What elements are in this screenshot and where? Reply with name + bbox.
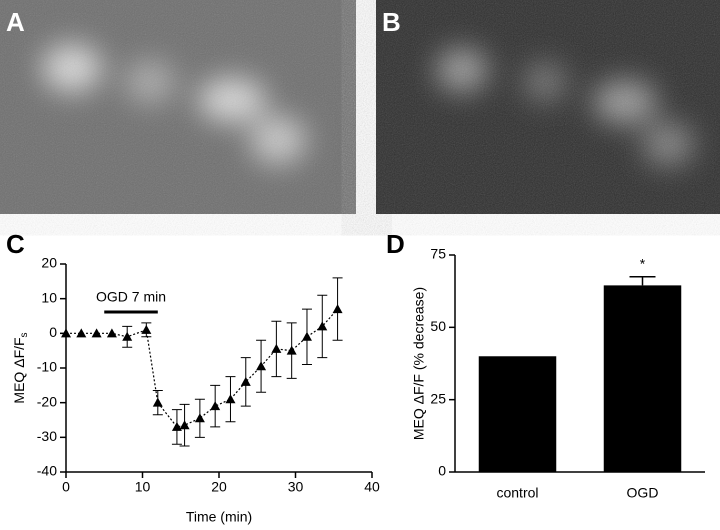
y-tick-label: 75 bbox=[430, 246, 446, 262]
y-tick-label: -30 bbox=[37, 428, 57, 444]
x-tick-label: control bbox=[496, 485, 538, 501]
marker bbox=[141, 324, 152, 334]
image-a bbox=[0, 0, 356, 214]
x-tick-label: 30 bbox=[288, 479, 304, 495]
marker bbox=[106, 328, 117, 338]
x-tick-label: OGD bbox=[627, 485, 659, 501]
marker bbox=[179, 420, 190, 430]
panel-label: A bbox=[6, 7, 25, 37]
y-tick-label: 25 bbox=[430, 390, 446, 406]
line bbox=[66, 308, 339, 428]
marker bbox=[301, 331, 312, 341]
y-axis-label-text: MEQ ΔF/F bbox=[11, 337, 27, 403]
bar bbox=[478, 356, 557, 472]
bar bbox=[603, 285, 682, 472]
y-tick-label: 50 bbox=[430, 318, 446, 334]
marker bbox=[210, 401, 221, 411]
x-tick-label: 40 bbox=[364, 479, 380, 495]
image-b bbox=[376, 0, 720, 214]
x-tick-label: 10 bbox=[135, 479, 151, 495]
marker bbox=[317, 321, 328, 331]
marker bbox=[152, 397, 163, 407]
marker bbox=[286, 345, 297, 355]
y-tick-label: -10 bbox=[37, 359, 57, 375]
y-axis-label: MEQ ΔF/F (% decrease) bbox=[411, 287, 427, 440]
y-axis-label-subscript: s bbox=[19, 332, 30, 337]
significance-label: * bbox=[640, 255, 646, 271]
marker bbox=[240, 376, 251, 386]
y-tick-label: -20 bbox=[37, 393, 57, 409]
marker bbox=[225, 394, 236, 404]
marker bbox=[332, 304, 343, 314]
panel-label: B bbox=[382, 7, 401, 37]
y-tick-label: -40 bbox=[37, 463, 57, 479]
y-tick-label: 10 bbox=[41, 289, 57, 305]
marker bbox=[61, 328, 71, 338]
y-axis-label: MEQ ΔF/Fs bbox=[11, 332, 30, 403]
x-tick-label: 0 bbox=[62, 479, 70, 495]
marker bbox=[271, 343, 282, 353]
error-bar bbox=[629, 275, 656, 286]
x-tick-label: 20 bbox=[211, 479, 227, 495]
panel-label: C bbox=[6, 229, 25, 259]
y-tick-label: 20 bbox=[41, 255, 57, 271]
y-tick-label: 0 bbox=[438, 463, 446, 479]
x-axis-label: Time (min) bbox=[186, 509, 252, 525]
panel-label: D bbox=[386, 229, 405, 259]
y-tick-label: 0 bbox=[49, 324, 57, 340]
annotation: OGD 7 min bbox=[96, 289, 166, 305]
marker bbox=[256, 361, 267, 371]
marker bbox=[194, 413, 205, 423]
marker bbox=[171, 421, 182, 431]
marker bbox=[122, 331, 133, 341]
marker bbox=[91, 328, 102, 338]
marker bbox=[76, 328, 87, 338]
